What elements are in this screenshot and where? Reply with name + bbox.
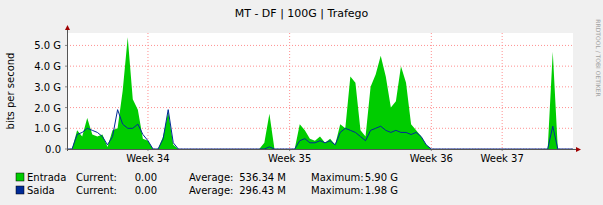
plot-area (67, 33, 573, 149)
legend-stat-label: Current: (76, 172, 117, 183)
grid-line (67, 45, 573, 46)
grid-line (289, 33, 290, 149)
grid-line (67, 107, 573, 108)
legend-stat-value: 296.43 M (239, 185, 286, 196)
y-axis-label: bits per second (5, 53, 16, 130)
y-tick-label: 4.0 G (34, 61, 61, 72)
tick (65, 86, 67, 87)
y-tick-label: 3.0 G (34, 82, 61, 93)
grid-line (431, 33, 432, 149)
area (67, 37, 573, 149)
x-tick-label: Week 36 (410, 153, 453, 164)
legend-stat-label: Maximum: (311, 185, 364, 196)
legend-stat-value: 5.90 G (365, 172, 398, 183)
tick (65, 128, 67, 129)
axis-arrow (65, 25, 70, 30)
legend-stat-value: 0.00 (135, 185, 157, 196)
x-tick-label: Week 37 (481, 153, 524, 164)
legend-swatch (16, 186, 24, 194)
watermark: RRDTOOL / TOBI OETIKER (595, 19, 602, 96)
legend-stat-value: 0.00 (135, 172, 157, 183)
legend-stat-label: Average: (189, 185, 233, 196)
tick (65, 149, 67, 150)
y-axis (67, 29, 68, 151)
grid-line (67, 66, 573, 67)
chart: MT - DF | 100G | Trafego bits per second R… (0, 0, 603, 205)
legend-stat-label: Maximum: (311, 172, 364, 183)
marks (67, 37, 573, 149)
y-tick-label: 0.0 (45, 144, 61, 155)
legend-swatch (16, 173, 24, 181)
legend-stat-label: Current: (76, 185, 117, 196)
tick (65, 66, 67, 67)
legend-stat-label: Average: (189, 172, 233, 183)
y-tick-label: 5.0 G (34, 40, 61, 51)
legend-label: Entrada (27, 172, 66, 183)
y-tick-label: 2.0 G (34, 103, 61, 114)
tick (65, 107, 67, 108)
x-axis (67, 149, 577, 150)
legend-stat-value: 536.34 M (239, 172, 286, 183)
title: MT - DF | 100G | Trafego (235, 7, 369, 20)
y-tick-label: 1.0 G (34, 123, 61, 134)
axis-arrow (576, 147, 581, 152)
grid-line (67, 128, 573, 129)
tick (65, 45, 67, 46)
grid-line (67, 86, 573, 87)
legend-label: Saida (27, 185, 55, 196)
line (67, 110, 573, 149)
grid-line (502, 33, 503, 149)
background (0, 0, 603, 205)
x-tick-label: Week 34 (126, 153, 169, 164)
x-tick-label: Week 35 (268, 153, 311, 164)
grid (65, 33, 573, 151)
legend-stat-value: 1.98 G (365, 185, 398, 196)
grid-line (147, 33, 148, 149)
